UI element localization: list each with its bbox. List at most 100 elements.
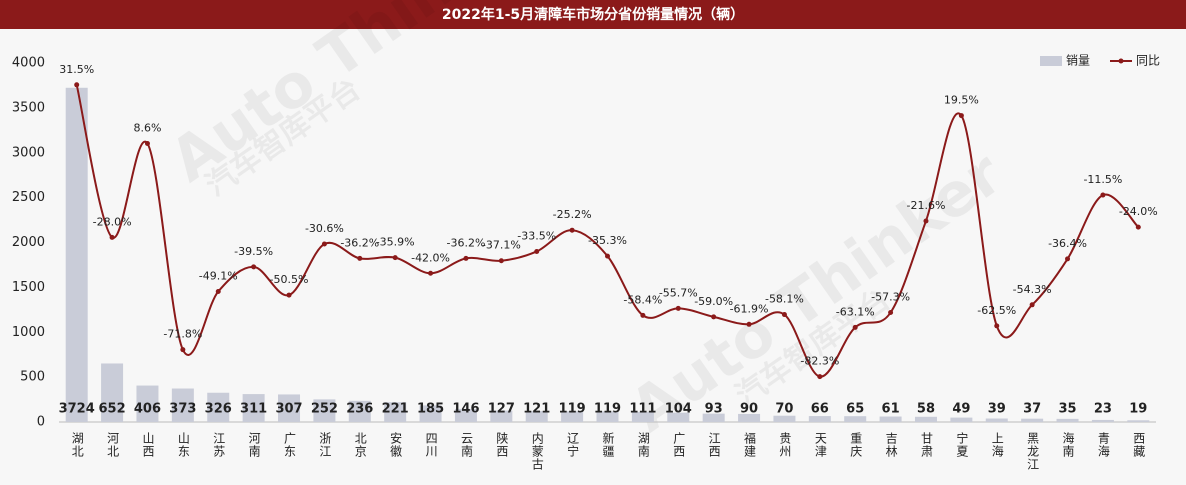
line-point xyxy=(746,321,752,327)
bar xyxy=(384,402,407,422)
line-label: 19.5% xyxy=(944,94,979,107)
line-point xyxy=(923,218,929,224)
x-tick-label: 浙江 xyxy=(318,432,332,458)
bar xyxy=(879,416,902,422)
line-label: -21.6% xyxy=(907,199,946,212)
line-point xyxy=(215,288,221,294)
line-label: -33.5% xyxy=(517,229,556,242)
bar xyxy=(808,416,831,422)
y-tick-label: 2000 xyxy=(12,235,45,250)
bar-label: 90 xyxy=(740,402,758,417)
line-label: 8.6% xyxy=(133,122,161,135)
title-bar xyxy=(0,0,1186,29)
line-point xyxy=(74,82,80,88)
bar-label: 111 xyxy=(629,402,656,417)
bar xyxy=(596,411,619,422)
x-tick-label: 宁夏 xyxy=(955,431,969,458)
x-tick-label: 江西 xyxy=(707,432,721,458)
line-point xyxy=(817,374,823,380)
line-point xyxy=(888,310,894,316)
line-point xyxy=(1135,224,1141,230)
line-point xyxy=(251,264,257,270)
x-tick-label: 辽宁 xyxy=(566,432,580,458)
x-tick-label: 山东 xyxy=(176,432,190,458)
bar xyxy=(171,388,194,422)
line-label: -42.0% xyxy=(411,251,450,264)
bar-label: 119 xyxy=(594,402,621,417)
line-point xyxy=(463,255,469,261)
x-tick-label: 陕西 xyxy=(495,431,509,458)
bar xyxy=(702,413,725,422)
x-tick-label: 广东 xyxy=(283,432,297,458)
y-tick-label: 2500 xyxy=(12,190,45,205)
line-label: -82.3% xyxy=(800,355,839,368)
line-point xyxy=(109,234,115,240)
line-label: -58.1% xyxy=(765,293,804,306)
bar xyxy=(1127,420,1150,422)
line-point xyxy=(569,227,575,233)
bar-label: 406 xyxy=(134,402,161,417)
bar-label: 93 xyxy=(705,402,723,417)
x-tick-label: 新疆 xyxy=(601,431,615,458)
line-label: -71.8% xyxy=(163,328,202,341)
line-point xyxy=(144,141,150,147)
line-point xyxy=(958,113,964,119)
line-label: -58.4% xyxy=(623,293,662,306)
x-tick-label: 湖北 xyxy=(70,431,84,458)
x-tick-label: 天津 xyxy=(813,432,827,458)
bar-label: 61 xyxy=(882,402,900,417)
line-label: -54.3% xyxy=(1013,283,1052,296)
bar xyxy=(313,399,336,422)
y-tick-label: 500 xyxy=(20,370,45,385)
x-tick-label: 西藏 xyxy=(1132,432,1146,458)
x-tick-label: 云南 xyxy=(459,432,473,458)
bar xyxy=(65,87,88,422)
x-tick-label: 广西 xyxy=(672,432,686,458)
bar xyxy=(985,418,1008,422)
x-tick-label: 福建 xyxy=(743,431,757,458)
bar-label: 65 xyxy=(846,402,864,417)
line-label: -36.2% xyxy=(340,236,379,249)
line-label: -24.0% xyxy=(1119,205,1158,218)
bar xyxy=(914,416,937,422)
bar-label: 3724 xyxy=(59,402,95,417)
legend-label: 同比 xyxy=(1136,54,1160,68)
bar xyxy=(525,411,548,422)
line-point xyxy=(605,253,610,259)
bar-label: 652 xyxy=(99,402,126,417)
bar-label: 19 xyxy=(1129,402,1147,417)
x-tick-label: 北京 xyxy=(353,432,367,458)
x-tick-label: 吉林 xyxy=(884,432,898,458)
bar-label: 35 xyxy=(1058,402,1076,417)
bar-label: 373 xyxy=(169,402,196,417)
line-point xyxy=(428,270,434,276)
x-tick-label: 青海 xyxy=(1096,432,1110,458)
bar-label: 58 xyxy=(917,402,935,417)
x-tick-label: 黑龙江 xyxy=(1026,432,1040,471)
x-tick-label: 贵州 xyxy=(778,432,792,458)
line-point xyxy=(392,255,398,261)
bar-label: 252 xyxy=(311,402,338,417)
bar-label: 37 xyxy=(1023,402,1041,417)
line-label: -59.0% xyxy=(694,295,733,308)
line-label: -49.1% xyxy=(199,269,238,282)
bar xyxy=(207,392,230,422)
bar xyxy=(454,408,477,422)
line-label: 31.5% xyxy=(59,63,94,76)
x-tick-label: 江苏 xyxy=(212,432,226,458)
line-point xyxy=(286,292,292,298)
line-label: -11.5% xyxy=(1083,173,1122,186)
bar-label: 121 xyxy=(523,402,550,417)
bar-label: 127 xyxy=(488,402,515,417)
x-tick-label: 山西 xyxy=(141,432,155,458)
y-tick-label: 1500 xyxy=(12,280,45,295)
line-label: -62.5% xyxy=(977,304,1016,317)
bar-label: 236 xyxy=(346,402,373,417)
legend-swatch xyxy=(1040,56,1062,66)
bar-label: 307 xyxy=(275,402,302,417)
line-point xyxy=(852,324,858,330)
bar-label: 185 xyxy=(417,402,444,417)
x-tick-label: 甘肃 xyxy=(919,432,933,458)
bar-label: 66 xyxy=(811,402,829,417)
